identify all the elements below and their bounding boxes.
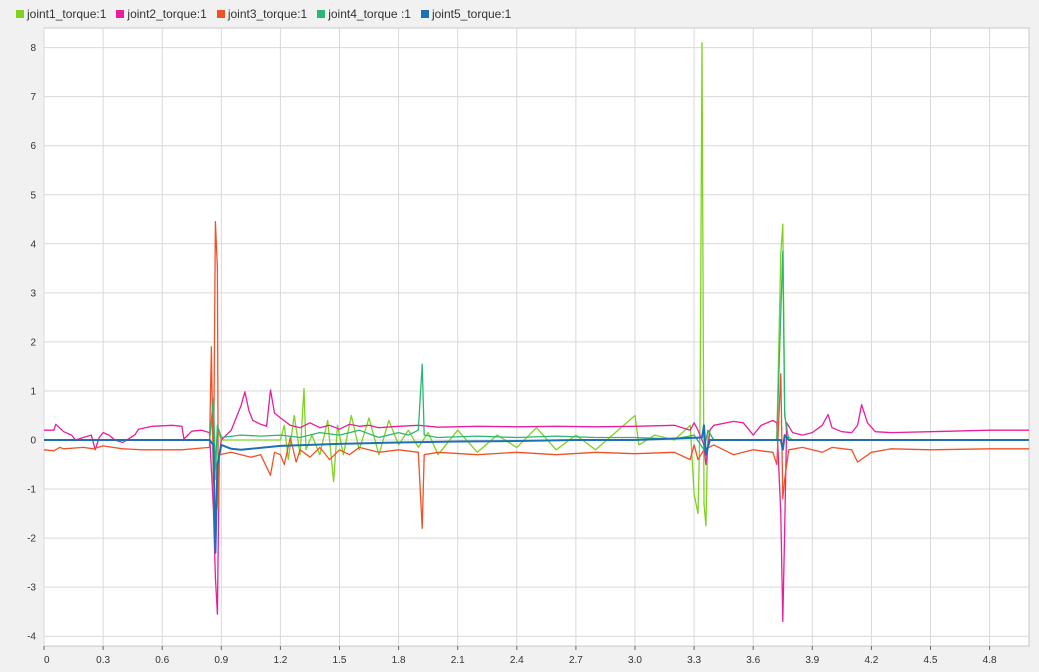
y-tick-label: -3 <box>27 583 36 594</box>
y-tick-label: 5 <box>30 190 36 201</box>
series-layer <box>43 42 1029 623</box>
legend-label: joint2_torque:1 <box>127 7 207 21</box>
x-tick-label: 1.8 <box>392 655 406 666</box>
y-tick-label: 2 <box>30 337 36 348</box>
y-tick-label: -2 <box>27 534 36 545</box>
legend-item-1[interactable]: joint1_torque:1 <box>16 7 106 21</box>
x-tick-label: 3.0 <box>628 655 642 666</box>
legend-label: joint5_torque:1 <box>431 7 512 21</box>
y-tick-label: 0 <box>30 436 36 447</box>
legend-item-5[interactable]: joint5_torque:1 <box>420 7 512 21</box>
x-tick-label: 0.9 <box>214 655 228 666</box>
legend-swatch <box>216 10 225 18</box>
legend-item-2[interactable]: joint2_torque:1 <box>116 7 207 21</box>
grid-lines <box>43 28 1029 646</box>
x-tick-label: 1.2 <box>273 655 287 666</box>
x-tick-label: 3.6 <box>746 655 760 666</box>
y-tick-label: 6 <box>30 141 36 152</box>
x-tick-label: 2.7 <box>569 655 583 666</box>
plot-area <box>43 27 1030 647</box>
legend-item-3[interactable]: joint3_torque:1 <box>216 7 308 21</box>
legend-label: joint1_torque:1 <box>27 7 107 21</box>
y-tick-label: -4 <box>27 632 36 643</box>
series-line-5 <box>44 424 1029 554</box>
x-tick-label: 2.1 <box>451 655 465 666</box>
x-tick-label: 0 <box>44 655 50 666</box>
y-tick-label: -1 <box>27 485 36 496</box>
x-tick-label: 2.4 <box>510 655 524 666</box>
x-tick-label: 3.9 <box>805 655 819 666</box>
legend-swatch <box>116 10 125 18</box>
x-tick-label: 4.2 <box>864 655 878 666</box>
y-tick-label: 7 <box>30 92 36 103</box>
x-tick-label: 4.8 <box>983 655 997 666</box>
x-tick-label: 1.5 <box>333 655 347 666</box>
x-tick-label: 4.5 <box>924 655 938 666</box>
series-line-3 <box>43 221 1029 529</box>
y-tick-label: 4 <box>30 239 36 250</box>
axis-tick-labels: 0 0.3 0.6 0.9 1.2 1.5 1.8 2.1 2.4 2.7 3.0 3.3 3.6 3.9… <box>27 43 997 666</box>
legend-label: joint4_torque :1 <box>328 7 411 21</box>
legend-swatch <box>317 10 326 18</box>
x-tick-label: 3.3 <box>687 655 701 666</box>
legend-swatch <box>420 10 429 18</box>
legend-item-4[interactable]: joint4_torque :1 <box>317 7 411 21</box>
legend: joint1_torque:1 joint2_torque:1 joint3_tor… <box>16 6 511 22</box>
x-tick-label: 0.3 <box>96 655 110 666</box>
y-tick-label: 1 <box>30 386 36 397</box>
series-line-2 <box>44 389 1029 623</box>
y-tick-label: 3 <box>30 288 36 299</box>
y-tick-label: 8 <box>30 43 36 54</box>
x-tick-label: 0.6 <box>155 655 169 666</box>
legend-swatch <box>16 10 24 18</box>
legend-label: joint3_torque:1 <box>227 7 308 21</box>
